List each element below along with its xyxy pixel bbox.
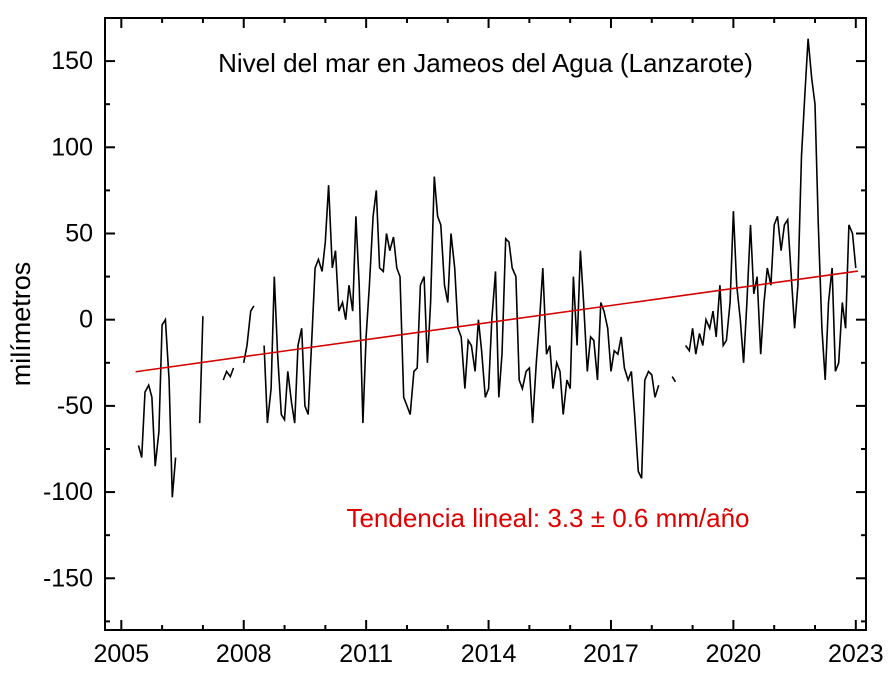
x-tick-label: 2008: [216, 640, 272, 668]
y-tick-label: -150: [43, 564, 93, 592]
y-tick-label: -100: [43, 478, 93, 506]
x-tick-label: 2014: [461, 640, 517, 668]
trend-annotation: Tendencia lineal: 3.3 ± 0.6 mm/año: [346, 503, 749, 533]
sea-level-series-line: [137, 38, 857, 498]
y-tick-label: 100: [51, 133, 93, 161]
y-tick-label: 150: [51, 47, 93, 75]
x-tick-label: 2005: [94, 640, 150, 668]
y-tick-label: 0: [79, 306, 93, 334]
y-tick-label: -50: [57, 392, 93, 420]
y-axis-label: milímetros: [6, 262, 36, 387]
y-tick-label: 50: [65, 219, 93, 247]
x-tick-label: 2020: [706, 640, 762, 668]
x-tick-label: 2011: [339, 640, 393, 668]
chart-title: Nivel del mar en Jameos del Agua (Lanzar…: [218, 48, 753, 78]
x-tick-label: 2017: [583, 640, 639, 668]
plot-frame: [104, 17, 867, 631]
trend-line: [135, 270, 858, 373]
x-tick-label: 2023: [828, 640, 884, 668]
